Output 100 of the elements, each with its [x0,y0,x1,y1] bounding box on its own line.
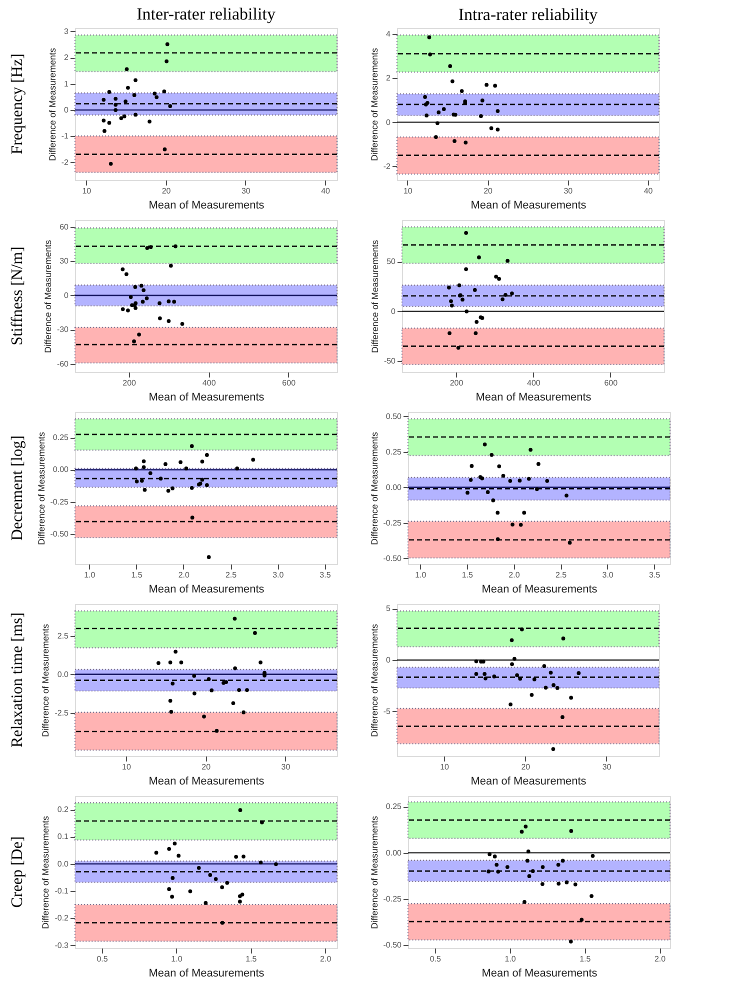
y-axis-title: Difference of Measurements [40,624,51,737]
point [573,882,578,886]
point [464,140,468,144]
point [137,332,141,336]
point [504,292,508,297]
point [134,306,138,310]
point [164,462,168,466]
x-tick-label: 200 [122,378,137,388]
point [590,894,594,898]
point [486,870,490,874]
y-tick-label: 0 [386,656,392,665]
y-tick-label: 0.00 [52,465,70,474]
point [158,301,162,306]
point [200,460,204,464]
x-tick-label: 1.5 [580,954,592,964]
x-tick-label: 10 [440,762,450,772]
point [170,876,175,880]
x-axis-title: Mean of Measurements [476,392,592,404]
point [190,486,194,490]
point [238,808,242,812]
x-tick-label: 30 [281,762,291,772]
point [166,299,171,304]
point [245,688,249,692]
point [548,670,553,675]
x-tick-label: 40 [644,186,654,196]
point [260,820,264,824]
point [170,486,174,490]
point [522,900,526,904]
point [119,116,124,120]
point [232,616,237,621]
point [496,128,500,132]
text: Creep [De] [9,836,26,908]
point [542,664,546,668]
point [468,478,473,482]
point [474,659,478,664]
y-axis-title: Difference of Measurements [36,432,46,545]
y-axis-title: Difference of Measurements [370,240,380,353]
point [496,537,500,542]
point [436,121,440,126]
point [190,444,194,448]
y-tick-label: -2.5 [54,708,70,718]
point [251,458,256,462]
point [494,862,499,867]
point [536,462,540,466]
point [508,702,512,706]
point [470,464,474,468]
point [520,627,524,632]
point [102,118,106,122]
point [490,452,494,457]
point [449,299,453,304]
x-tick-label: 0.5 [430,954,442,964]
point [530,693,534,697]
point [492,854,497,858]
point [447,286,451,290]
x-axis-title: Mean of Measurements [148,584,265,596]
y-axis-title: Difference of Measurements [42,240,53,353]
point [466,490,470,495]
point [518,522,523,527]
y-tick-label: 0 [386,118,392,127]
y-tick-label: 0.25 [52,433,70,442]
x-tick-label: 20 [202,762,212,772]
y-tick-label: -0.50 [50,529,70,538]
point [564,494,568,498]
point [114,96,118,101]
point [460,89,464,93]
point [142,465,146,470]
point [427,35,432,40]
y-axis-title: Difference of Measurements [369,624,380,737]
y-tick-label: -0.2 [54,914,70,923]
point [231,701,236,706]
point [148,245,153,250]
point [274,862,278,866]
point [484,82,489,87]
x-tick-label: 10 [82,186,92,196]
point [515,673,519,678]
x-tick-label: 20 [484,186,494,196]
point [114,102,118,107]
point [124,67,129,72]
point [148,120,152,124]
y-tick-label: 0.00 [386,848,402,858]
x-tick-label: 30 [564,186,574,196]
y-tick-label: 4 [386,30,392,39]
point [122,114,126,118]
point [477,255,481,260]
y-tick-label: 30 [60,256,70,266]
y-tick-label: -0.3 [54,940,70,950]
point [124,272,128,276]
point [464,230,468,235]
point [168,104,172,108]
point [528,448,533,452]
point [450,304,454,308]
point [555,686,560,690]
point [233,666,238,670]
point [214,728,219,733]
y-tick-label: 2 [386,74,392,83]
point [460,298,464,302]
point [457,283,462,288]
y-axis-title: Difference of Measurements [369,432,380,545]
x-tick-label: 3.0 [272,570,284,580]
point [176,854,181,858]
